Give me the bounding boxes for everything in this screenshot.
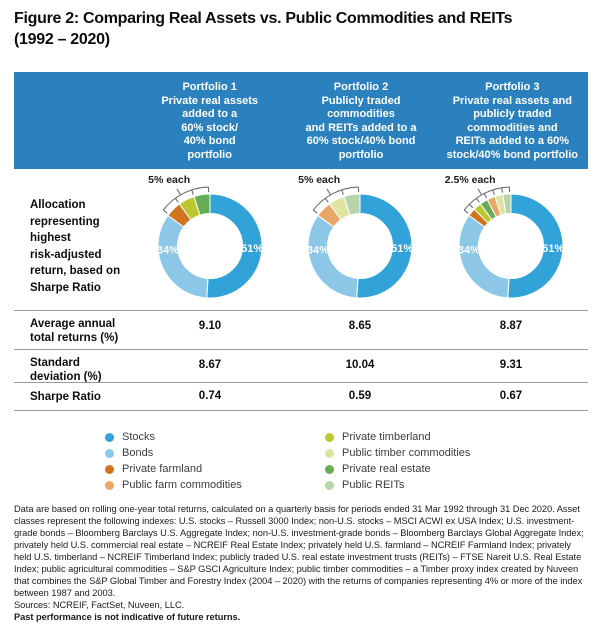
row-label-stddev: Standard deviation (%) [30,357,102,383]
donut-slice-stocks [206,193,263,299]
footnote-body: Data are based on rolling one-year total… [14,504,584,598]
donut-slice-private-real-estate [193,193,211,216]
slice-pct-label: 34% [307,244,329,256]
divider-top [14,310,588,311]
legend-column-right: Private timberland Public timber commodi… [325,429,470,493]
stocks-dot-icon [105,432,114,442]
legend-item-private-timberland: Private timberland [325,429,470,445]
footnote-sources: Sources: NCREIF, FactSet, Nuveen, LLC. [14,600,185,610]
donut-slice-stocks [507,193,564,299]
legend-item-public-farm-commodities: Public farm commodities [105,477,242,493]
callout-bracket [162,186,210,214]
legend-label: Private timberland [342,431,431,443]
public-reits-dot-icon [325,480,334,490]
portfolio-header-band: Portfolio 1 Private real assets added to… [14,72,588,169]
divider-bottom [14,410,588,411]
legend-item-private-farmland: Private farmland [105,461,242,477]
legend-item-private-real-estate: Private real estate [325,461,470,477]
legend-item-bonds: Bonds [105,445,242,461]
callout-bracket [463,186,511,214]
legend-item-public-reits: Public REITs [325,477,470,493]
cell-returns-p3: 8.87 [499,320,523,332]
header-portfolio-1: Portfolio 1 Private real assets added to… [161,81,258,161]
donut-slice-bonds [157,214,209,299]
donut-portfolio-2: 51% 34% 5% each [295,170,425,310]
figure-title: Figure 2: Comparing Real Assets vs. Publ… [14,10,513,49]
cell-sharpe-p1: 0.74 [198,390,222,402]
header-spacer [14,72,134,169]
legend-label: Private real estate [342,463,431,475]
cell-stddev-p2: 10.04 [345,359,375,371]
donut-chart-portfolio-2: 51% 34% 5% each [298,174,413,299]
cell-returns-p1: 9.10 [198,320,222,332]
cell-sharpe-p3: 0.67 [499,390,523,402]
slice-pct-label: 51% [241,243,263,255]
footnote: Data are based on rolling one-year total… [14,503,590,623]
legend-column-left: Stocks Bonds Private farmland Public far… [105,429,242,493]
public-farm-commodities-dot-icon [105,480,114,490]
slice-pct-label: 34% [157,244,179,256]
legend-item-public-timber-commodities: Public timber commodities [325,445,470,461]
donut-slice-bonds [458,214,510,299]
slice-pct-label: 51% [542,243,564,255]
legend-item-stocks: Stocks [105,429,242,445]
legend-label: Public timber commodities [342,447,471,459]
legend-label: Public farm commodities [122,479,242,491]
donut-slice-public-reits [343,193,361,216]
donut-callout: 2.5% each [445,174,496,186]
cell-stddev-p3: 9.31 [499,359,523,371]
legend-label: Stocks [122,431,156,443]
donut-callout: 5% each [148,174,190,186]
private-farmland-dot-icon [105,464,114,474]
cell-stddev-p1: 8.67 [198,359,222,371]
legend-label: Public REITs [342,479,405,491]
legend-label: Private farmland [122,463,203,475]
donut-portfolio-1: 51% 34% 5% each [145,170,275,310]
bonds-dot-icon [105,448,114,458]
cell-sharpe-p2: 0.59 [348,390,372,402]
cell-returns-p2: 8.65 [348,320,372,332]
donut-slice-bonds [307,214,359,299]
private-timberland-dot-icon [325,432,334,442]
slice-pct-label: 51% [391,243,413,255]
private-real-estate-dot-icon [325,464,334,474]
row-label-returns: Average annual total returns (%) [30,318,119,344]
donut-chart-portfolio-1: 51% 34% 5% each [148,174,263,299]
legend-label: Bonds [122,447,154,459]
row-label-sharpe: Sharpe Ratio [30,391,101,403]
divider-mid-2 [14,382,588,383]
header-portfolio-2: Portfolio 2 Publicly traded commodities … [305,81,417,161]
header-portfolio-3: Portfolio 3 Private real assets and publ… [446,81,579,161]
callout-bracket [312,186,360,214]
footnote-disclaimer: Past performance is not indicative of fu… [14,612,241,622]
public-timber-commodities-dot-icon [325,448,334,458]
donut-slice-public-reits [502,193,512,215]
donut-chart-portfolio-3: 51% 34% 2.5% each [445,174,564,299]
donut-slice-stocks [356,193,413,299]
donut-callout: 5% each [298,174,340,186]
slice-pct-label: 34% [458,244,480,256]
divider-mid-1 [14,349,588,350]
donut-portfolio-3: 51% 34% 2.5% each [445,170,576,310]
allocation-row-label: Allocation representing highest risk-adj… [30,199,121,294]
